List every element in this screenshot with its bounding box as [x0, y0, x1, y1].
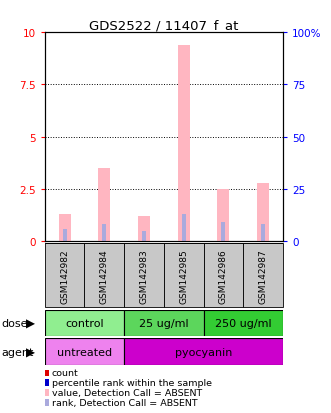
Bar	[45, 244, 84, 308]
Text: 250 ug/ml: 250 ug/ml	[215, 318, 272, 328]
Bar	[221, 223, 225, 242]
Bar	[84, 244, 124, 308]
Text: count: count	[52, 368, 78, 377]
Bar	[45, 339, 124, 366]
Text: value, Detection Call = ABSENT: value, Detection Call = ABSENT	[52, 388, 202, 397]
Text: control: control	[65, 318, 104, 328]
Bar	[124, 339, 283, 366]
Bar	[142, 231, 146, 242]
Bar	[63, 229, 67, 242]
Text: rank, Detection Call = ABSENT: rank, Detection Call = ABSENT	[52, 398, 197, 407]
Bar	[124, 310, 204, 337]
Bar	[164, 244, 204, 308]
Bar	[204, 244, 243, 308]
Bar	[182, 214, 186, 242]
Text: GSM142987: GSM142987	[259, 248, 268, 303]
Bar	[59, 214, 71, 242]
Text: GSM142986: GSM142986	[219, 248, 228, 303]
Text: GSM142983: GSM142983	[139, 248, 149, 303]
Text: GSM142985: GSM142985	[179, 248, 188, 303]
Text: 25 ug/ml: 25 ug/ml	[139, 318, 189, 328]
Bar	[124, 244, 164, 308]
Text: agent: agent	[2, 347, 34, 357]
Bar	[138, 216, 150, 242]
Text: dose: dose	[2, 318, 28, 328]
Title: GDS2522 / 11407_f_at: GDS2522 / 11407_f_at	[89, 19, 239, 32]
Text: pyocyanin: pyocyanin	[175, 347, 232, 357]
Text: GSM142984: GSM142984	[100, 249, 109, 303]
Bar	[102, 225, 106, 242]
Bar	[257, 183, 269, 242]
Bar	[98, 169, 110, 242]
Bar	[178, 45, 190, 242]
Text: ▶: ▶	[26, 346, 35, 358]
Bar	[204, 310, 283, 337]
Bar	[45, 310, 124, 337]
Bar	[217, 190, 229, 242]
Text: GSM142982: GSM142982	[60, 249, 69, 303]
Bar	[243, 244, 283, 308]
Text: ▶: ▶	[26, 317, 35, 330]
Bar	[261, 225, 265, 242]
Text: percentile rank within the sample: percentile rank within the sample	[52, 378, 212, 387]
Text: untreated: untreated	[57, 347, 112, 357]
